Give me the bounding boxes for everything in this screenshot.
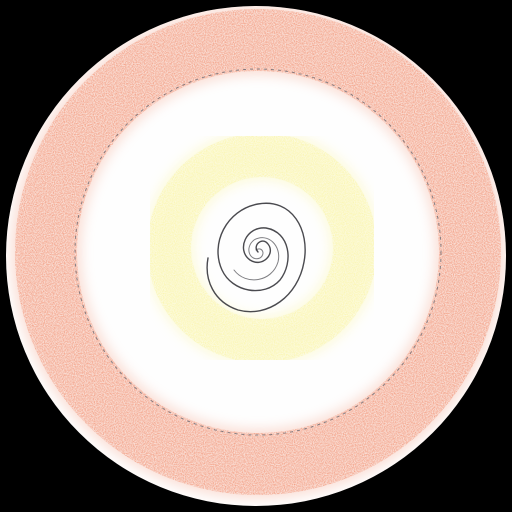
inner-outline bbox=[74, 68, 442, 436]
orange-ring-glow bbox=[11, 6, 505, 499]
spiral bbox=[206, 202, 306, 313]
yellow-ring-glow bbox=[144, 130, 380, 366]
spiral-inner bbox=[233, 237, 280, 281]
